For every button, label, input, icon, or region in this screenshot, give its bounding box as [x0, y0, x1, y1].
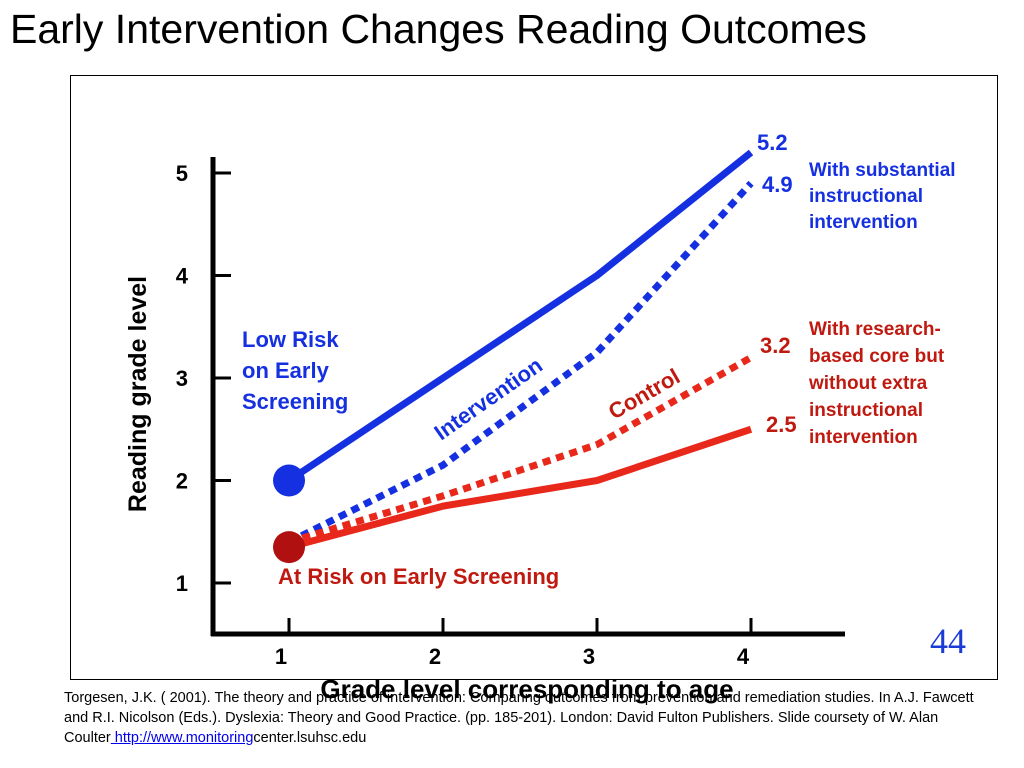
series-line-3	[287, 354, 753, 546]
low-risk-label: Screening	[242, 389, 348, 414]
end-value-label: 3.2	[760, 333, 791, 358]
end-value-label: 4.9	[762, 172, 793, 197]
citation-text: Torgesen, J.K. ( 2001). The theory and p…	[64, 690, 974, 746]
chart-start-markers	[273, 464, 305, 564]
y-tick-label: 5	[176, 161, 188, 186]
research-based-note: instructional	[809, 400, 923, 421]
x-tick-label: 4	[737, 644, 750, 669]
research-based-note: based core but	[809, 346, 945, 367]
end-value-label: 2.5	[766, 412, 797, 437]
y-tick-label: 2	[176, 469, 188, 494]
x-tick-label: 1	[275, 644, 287, 669]
y-tick-label: 1	[176, 571, 188, 596]
chart-series	[287, 149, 754, 551]
low-risk-label: on Early	[242, 358, 330, 383]
end-value-label: 5.2	[757, 130, 788, 155]
citation-text-end: center.lsuhsc.edu	[253, 730, 367, 746]
citation: Torgesen, J.K. ( 2001). The theory and p…	[64, 688, 974, 748]
x-axis-label: Grade level corresponding to age	[320, 674, 733, 704]
research-based-note: intervention	[809, 427, 918, 448]
start-marker-1	[273, 464, 305, 497]
at-risk-label: At Risk on Early Screening	[278, 564, 559, 589]
y-tick-label: 4	[176, 264, 189, 289]
series-line-1	[287, 149, 754, 484]
chart-frame	[70, 75, 998, 680]
series-line-4	[288, 425, 753, 551]
start-marker-2	[273, 531, 305, 564]
series-line-2	[287, 180, 754, 546]
substantial-note: intervention	[809, 212, 918, 233]
substantial-note: instructional	[809, 186, 923, 207]
citation-link[interactable]: http://www.monitoring	[110, 730, 254, 746]
x-tick-label: 2	[429, 644, 441, 669]
x-tick-label: 3	[583, 644, 595, 669]
y-tick-label: 3	[176, 366, 188, 391]
low-risk-label: Low Risk	[242, 327, 339, 352]
page-number: 44	[930, 621, 966, 661]
research-based-note: With research-	[809, 319, 941, 340]
substantial-note: With substantial	[809, 160, 956, 181]
slide-title: Early Intervention Changes Reading Outco…	[10, 6, 867, 52]
research-based-note: without extra	[808, 373, 928, 394]
y-axis-label: Reading grade level	[124, 276, 152, 512]
chart-labels: 5.2 4.9 3.2 2.5 Low Risk on Early Screening At …	[242, 130, 956, 589]
chart-axes: 1 2 3 4 5 1 2 3 4 Reading grade level Grade level …	[124, 157, 845, 704]
